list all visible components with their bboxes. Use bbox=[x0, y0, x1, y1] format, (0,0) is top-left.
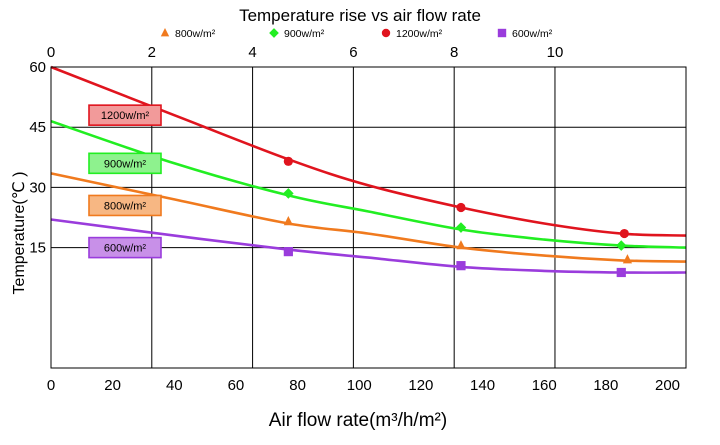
x-bottom-tick-label: 140 bbox=[470, 377, 495, 394]
label-box-rect bbox=[88, 104, 162, 126]
legend-label: 800w/m² bbox=[175, 28, 216, 40]
data-point-marker bbox=[456, 202, 466, 213]
legend-marker bbox=[269, 28, 279, 38]
x-bottom-tick-label: 40 bbox=[166, 377, 183, 394]
series-label-box: 600w/m² bbox=[88, 236, 162, 259]
legend-entry: 1200w/m² bbox=[381, 28, 443, 40]
x-bottom-tick-label: 0 bbox=[47, 377, 55, 394]
x-top-tick-label: 6 bbox=[349, 44, 357, 61]
legend-marker bbox=[160, 27, 170, 37]
legend-label: 1200w/m² bbox=[396, 28, 443, 40]
data-point-marker bbox=[283, 156, 293, 166]
data-point-marker bbox=[615, 240, 627, 251]
legend: 800w/m² 900w/m² 1200w/m² 600w/m² bbox=[160, 27, 553, 40]
series-line bbox=[50, 218, 687, 274]
legend-label: 600w/m² bbox=[512, 28, 553, 40]
data-point-marker bbox=[456, 261, 466, 271]
series-markers bbox=[283, 156, 633, 278]
chart-title: Temperature rise vs air flow rate bbox=[239, 6, 481, 25]
label-box-text: 1200w/m² bbox=[101, 110, 150, 122]
label-box-rect bbox=[88, 194, 162, 217]
y-tick-label: 60 bbox=[29, 59, 46, 76]
series-line bbox=[50, 65, 687, 237]
x-bottom-tick-label: 100 bbox=[347, 377, 372, 394]
series-label-box: 800w/m² bbox=[88, 194, 162, 217]
x-axis-label: Air flow rate(m³/h/m²) bbox=[269, 410, 447, 431]
series-curves bbox=[50, 65, 687, 274]
series-label-box: 900w/m² bbox=[88, 152, 162, 175]
series-line bbox=[50, 172, 687, 263]
x-bottom-tick-label: 20 bbox=[104, 377, 121, 394]
data-point-marker bbox=[283, 247, 293, 257]
data-point-marker bbox=[283, 215, 293, 226]
data-point-marker bbox=[619, 228, 629, 239]
series-label-boxes: 1200w/m² 900w/m² 800w/m² 600w/m² bbox=[88, 104, 162, 259]
label-box-text: 600w/m² bbox=[104, 243, 147, 255]
legend-entry: 600w/m² bbox=[497, 28, 553, 40]
data-point-marker bbox=[456, 240, 466, 250]
series-label-box: 1200w/m² bbox=[88, 104, 162, 126]
data-point-marker bbox=[455, 222, 467, 233]
data-point-marker bbox=[616, 267, 626, 278]
x-bottom-tick-label: 180 bbox=[593, 377, 618, 394]
x-bottom-tick-label: 200 bbox=[655, 377, 680, 394]
legend-entry: 800w/m² bbox=[160, 27, 216, 40]
x-bottom-tick-label: 80 bbox=[289, 377, 306, 394]
y-tick-label: 45 bbox=[29, 119, 46, 136]
data-point-marker bbox=[283, 188, 294, 199]
x-top-tick-label: 8 bbox=[450, 44, 458, 61]
x-top-tick-label: 10 bbox=[547, 44, 564, 61]
x-top-tick-label: 0 bbox=[47, 44, 55, 61]
x-top-tick-label: 4 bbox=[248, 44, 256, 61]
label-box-rect bbox=[88, 236, 162, 259]
legend-entry: 900w/m² bbox=[269, 28, 325, 40]
x-bottom-tick-label: 120 bbox=[408, 377, 433, 394]
x-bottom-tick-label: 60 bbox=[228, 377, 245, 394]
x-top-tick-label: 2 bbox=[148, 44, 156, 61]
y-tick-label: 15 bbox=[29, 240, 46, 257]
legend-label: 900w/m² bbox=[284, 28, 325, 40]
y-tick-label: 30 bbox=[29, 179, 46, 196]
series-line bbox=[50, 119, 687, 249]
legend-marker bbox=[497, 28, 507, 38]
label-box-text: 800w/m² bbox=[104, 200, 147, 212]
data-point-marker bbox=[622, 254, 633, 264]
legend-marker bbox=[381, 28, 391, 38]
x-bottom-tick-label: 160 bbox=[532, 377, 557, 394]
label-box-rect bbox=[88, 152, 162, 175]
label-box-text: 900w/m² bbox=[104, 158, 147, 170]
y-axis-label: Temperature(℃ ) bbox=[11, 172, 28, 295]
plot-frame bbox=[50, 66, 687, 369]
